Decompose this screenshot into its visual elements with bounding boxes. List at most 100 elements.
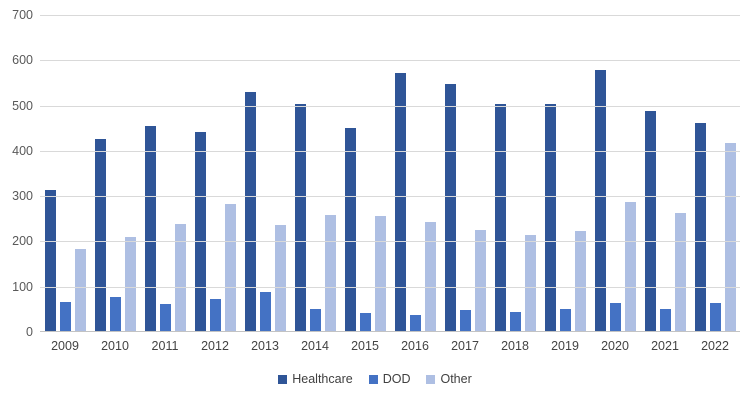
- y-tick-label-600: 600: [12, 53, 33, 68]
- bar-dod-2015: [359, 313, 371, 332]
- bar-healthcare-2012: [194, 131, 206, 332]
- bar-dod-2011: [159, 303, 171, 332]
- gridline-200: [40, 241, 740, 243]
- legend-item-other: Other: [426, 372, 472, 386]
- bar-healthcare-2016: [394, 72, 406, 332]
- bar-dod-2013: [259, 292, 271, 332]
- legend-label: DOD: [382, 372, 411, 386]
- gridline-100: [40, 286, 740, 288]
- legend-item-healthcare: Healthcare: [278, 372, 353, 386]
- bar-other-2020: [624, 201, 636, 332]
- bar-other-2013: [274, 225, 286, 332]
- x-tick-label-2022: 2022: [701, 339, 729, 353]
- bar-dod-2018: [509, 312, 521, 332]
- y-tick-label-200: 200: [12, 234, 33, 249]
- bar-group-2017: [440, 15, 490, 332]
- y-tick-label-700: 700: [12, 8, 33, 22]
- x-tick-label-2021: 2021: [651, 339, 679, 353]
- x-tick-label-2011: 2011: [151, 339, 179, 353]
- gridline-600: [40, 60, 740, 62]
- x-tick-label-2013: 2013: [251, 339, 279, 353]
- bar-other-2018: [524, 234, 536, 332]
- bar-other-2012: [224, 204, 236, 332]
- bar-group-2020: [590, 15, 640, 332]
- plot-groups: [40, 15, 740, 332]
- x-tick-label-2015: 2015: [351, 339, 379, 353]
- bar-other-2016: [424, 221, 436, 332]
- bar-healthcare-2009: [44, 190, 56, 332]
- y-axis: 0 100 200 300 400 500 600 700: [0, 0, 33, 405]
- bar-dod-2021: [659, 308, 671, 332]
- bar-other-2019: [574, 231, 586, 332]
- bar-group-2019: [540, 15, 590, 332]
- bar-group-2009: [40, 15, 90, 332]
- bar-other-2011: [174, 223, 186, 332]
- bar-group-2018: [490, 15, 540, 332]
- bar-healthcare-2018: [494, 104, 506, 332]
- x-axis-line: [40, 331, 740, 332]
- bar-other-2022: [724, 143, 736, 332]
- bar-healthcare-2020: [594, 70, 606, 332]
- gridline-500: [40, 105, 740, 107]
- bar-dod-2014: [309, 308, 321, 332]
- bar-dod-2012: [209, 298, 221, 332]
- bar-healthcare-2017: [444, 83, 456, 332]
- bar-group-2014: [290, 15, 340, 332]
- bar-group-2010: [90, 15, 140, 332]
- bar-healthcare-2022: [694, 122, 706, 332]
- bar-other-2017: [474, 230, 486, 332]
- bar-healthcare-2015: [344, 127, 356, 332]
- bar-other-2009: [74, 248, 86, 332]
- bar-other-2015: [374, 216, 386, 332]
- bar-other-2021: [674, 212, 686, 332]
- x-tick-label-2012: 2012: [201, 339, 229, 353]
- bar-other-2010: [124, 236, 136, 332]
- bar-other-2014: [324, 215, 336, 332]
- bar-dod-2009: [59, 302, 71, 332]
- y-tick-label-100: 100: [12, 279, 33, 294]
- legend-label: Healthcare: [292, 372, 353, 386]
- bar-healthcare-2010: [94, 139, 106, 332]
- x-tick-label-2009: 2009: [51, 339, 79, 353]
- legend-swatch-icon: [426, 374, 436, 384]
- x-tick-label-2014: 2014: [301, 339, 329, 353]
- bar-group-2013: [240, 15, 290, 332]
- x-tick-label-2018: 2018: [501, 339, 529, 353]
- bar-healthcare-2013: [244, 92, 256, 332]
- y-tick-label-400: 400: [12, 143, 33, 158]
- legend-item-dod: DOD: [368, 372, 411, 386]
- bar-group-2022: [690, 15, 740, 332]
- x-axis: 2009 2010 2011 2012 2013 2014 2015 2016 2017 2018…: [40, 339, 740, 353]
- bar-healthcare-2019: [544, 103, 556, 332]
- bar-healthcare-2011: [144, 126, 156, 332]
- bar-group-2021: [640, 15, 690, 332]
- bar-dod-2020: [609, 303, 621, 332]
- bar-healthcare-2014: [294, 104, 306, 332]
- legend: Healthcare DOD Other: [0, 372, 750, 386]
- y-tick-label-300: 300: [12, 189, 33, 204]
- bar-dod-2010: [109, 296, 121, 332]
- bar-dod-2022: [709, 303, 721, 332]
- bar-group-2012: [190, 15, 240, 332]
- bar-group-2015: [340, 15, 390, 332]
- bar-dod-2017: [459, 309, 471, 332]
- x-tick-label-2019: 2019: [551, 339, 579, 353]
- x-tick-label-2017: 2017: [451, 339, 479, 353]
- gridline-700: [40, 15, 740, 16]
- bar-healthcare-2021: [644, 110, 656, 332]
- gridline-300: [40, 196, 740, 198]
- legend-swatch-icon: [368, 374, 378, 384]
- y-tick-label-0: 0: [26, 325, 33, 339]
- gridline-400: [40, 150, 740, 152]
- bar-group-2016: [390, 15, 440, 332]
- x-tick-label-2020: 2020: [601, 339, 629, 353]
- x-tick-label-2010: 2010: [101, 339, 129, 353]
- y-tick-label-500: 500: [12, 98, 33, 113]
- legend-label: Other: [440, 372, 472, 386]
- x-tick-label-2016: 2016: [401, 339, 429, 353]
- bar-group-2011: [140, 15, 190, 332]
- bar-dod-2019: [559, 308, 571, 332]
- bar-dod-2016: [409, 314, 421, 332]
- legend-swatch-icon: [278, 374, 288, 384]
